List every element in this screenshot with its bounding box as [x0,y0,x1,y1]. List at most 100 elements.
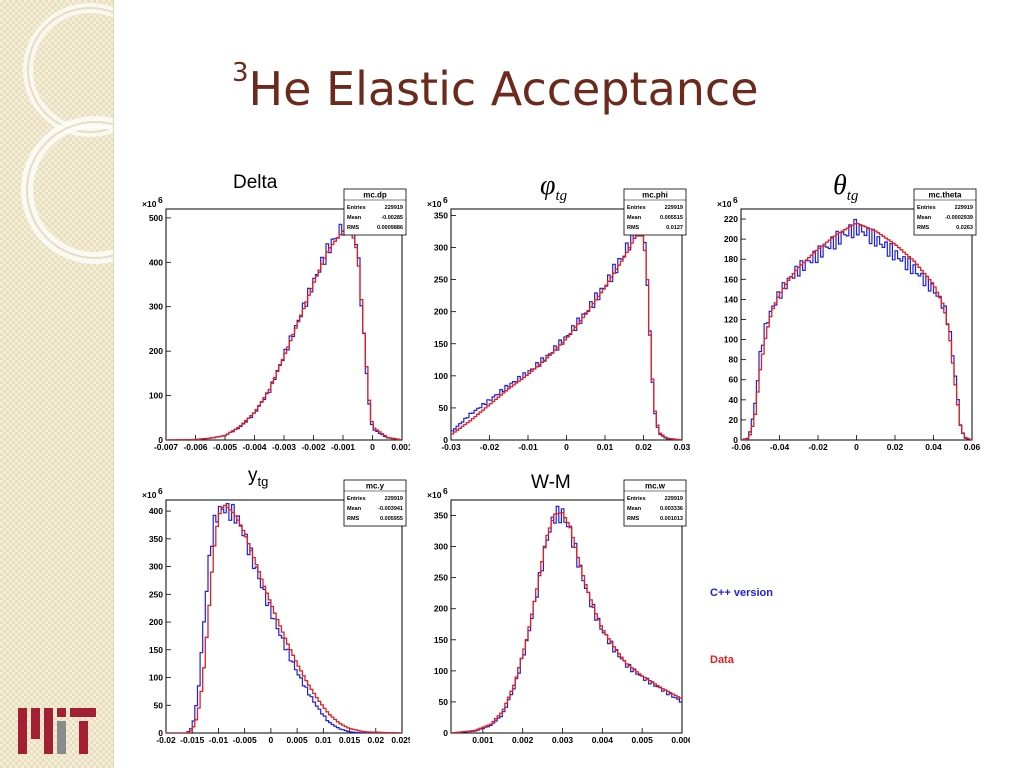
stats-row-label: RMS [347,516,360,522]
stats-box: mc.dp Entries 229919 Mean -0.00285 RMS 0.00098… [343,188,407,236]
stats-box: mc.theta Entries 229919 Mean -0.0002939 RMS 0.… [913,188,977,236]
y-tick-label: 350 [149,534,163,544]
y-tick-label: 300 [149,562,163,572]
y-tick-label: 140 [724,294,738,304]
stats-box-frame [913,188,977,236]
y-tick-label: 500 [149,213,163,223]
stats-row-label: Mean [917,215,932,221]
stats-row-value: -0.0002939 [945,215,973,221]
stats-row-label: RMS [917,225,930,231]
y-exponent-label: ×10 [717,199,732,209]
x-tick-label: 0.02 [368,735,385,745]
y-tick-label: 50 [439,403,449,413]
x-tick-label: 0.004 [592,735,614,745]
stats-row-value: 0.0127 [666,225,683,231]
y-tick-label: 100 [434,371,448,381]
stats-row-value: 0.005515 [660,215,683,221]
y-tick-label: 40 [729,395,739,405]
stats-row-value: 0.0263 [956,225,973,231]
stats-box-frame [343,188,407,236]
stats-row-label: RMS [627,225,640,231]
x-tick-label: -0.04 [770,442,790,452]
y-tick-label: 100 [149,673,163,683]
x-tick-label: -0.005 [213,442,237,452]
stats-row-label: RMS [347,225,360,231]
stats-box-title: mc.w [645,482,666,491]
series-data-line [741,222,972,440]
x-tick-label: -0.02 [808,442,828,452]
stats-box-frame [623,188,687,236]
stats-row-value: 229919 [955,205,973,211]
y-exponent-label: ×10 [142,199,157,209]
panel-label-dp: Delta [233,172,278,193]
y-exponent-power: 6 [158,486,163,496]
title-superscript: 3 [232,58,249,88]
stats-row-value: -0.003941 [378,506,403,512]
histogram-phi: 0 50 100 150 200 250 300 350 -0.03 -0.02 -0.01 0 0.0… [427,188,690,452]
x-tick-label: -0.006 [183,442,207,452]
stats-row-value: 229919 [665,205,683,211]
x-tick-label: 0.025 [391,735,410,745]
stats-row-value: 229919 [385,205,403,211]
slide-title: 3He Elastic Acceptance [232,60,759,116]
stats-box-title: mc.dp [363,191,387,200]
stats-row-label: Entries [917,205,936,211]
stats-row-label: Mean [627,215,642,221]
y-tick-label: 100 [724,335,738,345]
decorative-sidebar [0,0,114,768]
stats-box-frame [343,479,407,527]
x-tick-label: -0.004 [242,442,266,452]
y-tick-label: 160 [724,274,738,284]
decorative-rings [21,3,113,264]
panel-label-w: W-M [531,472,571,493]
x-tick-label: -0.01 [209,735,229,745]
x-tick-label: 0.01 [597,442,614,452]
y-tick-label: 150 [434,339,448,349]
series-cpp-line [166,503,402,733]
stats-row-value: 0.001013 [660,516,683,522]
y-tick-label: 120 [724,314,738,324]
y-tick-label: 220 [724,214,738,224]
x-tick-label: -0.003 [272,442,296,452]
y-tick-label: 20 [729,415,739,425]
y-tick-label: 200 [149,346,163,356]
x-tick-label: 0.002 [512,735,534,745]
x-tick-label: -0.02 [480,442,500,452]
x-tick-label: 0.005 [632,735,654,745]
stats-row-value: 0.0009886 [377,225,403,231]
x-tick-label: 0.04 [925,442,942,452]
x-tick-label: -0.015 [180,735,204,745]
plot-frame [165,499,403,734]
y-tick-label: 150 [434,635,448,645]
y-tick-label: 80 [729,355,739,365]
x-tick-label: -0.01 [518,442,538,452]
x-tick-label: -0.02 [156,735,176,745]
y-tick-label: 250 [149,589,163,599]
x-tick-label: -0.06 [731,442,751,452]
y-tick-label: 50 [154,700,164,710]
histogram-w: 0 50 100 150 200 250 300 350 0.001 0.002 0.003 0.00… [427,479,690,745]
y-tick-label: 200 [434,604,448,614]
y-tick-label: 0 [158,728,163,738]
legend-data: Data [710,654,734,666]
stats-box: mc.w Entries 229919 Mean 0.003336 RMS 0.001013 [623,479,687,527]
y-tick-label: 150 [149,645,163,655]
stats-row-label: RMS [627,516,640,522]
panel-label-theta: θtg [833,170,859,204]
y-tick-label: 300 [434,542,448,552]
y-exponent-power: 6 [443,195,448,205]
stats-row-value: 229919 [385,496,403,502]
x-tick-label: 0.02 [635,442,652,452]
legend-cpp-version: C++ version [710,587,773,599]
plot-frame [165,208,403,441]
stats-box: mc.phi Entries 229919 Mean 0.005515 RMS 0.0127 [623,188,687,236]
y-tick-label: 200 [149,617,163,627]
y-tick-label: 200 [434,307,448,317]
y-tick-label: 400 [149,257,163,267]
y-tick-label: 0 [443,435,448,445]
x-tick-label: -0.005 [233,735,257,745]
x-tick-label: 0.006 [671,735,690,745]
x-tick-label: -0.001 [331,442,355,452]
